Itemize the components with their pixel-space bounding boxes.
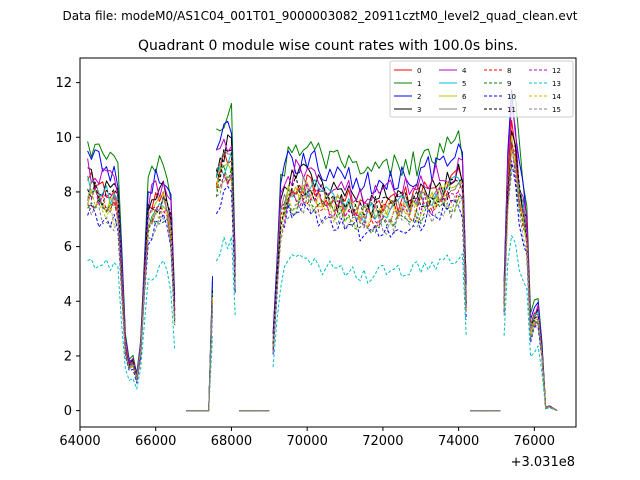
y-tick-label: 8 — [64, 185, 72, 200]
figure-suptitle: Data file: modeM0/AS1C04_001T01_90000030… — [62, 9, 577, 23]
legend-label-11: 11 — [507, 106, 516, 114]
series-line-11 — [87, 145, 558, 412]
legend-label-2: 2 — [417, 93, 421, 101]
legend-label-9: 9 — [507, 80, 511, 88]
x-tick-label: 64000 — [59, 434, 100, 449]
x-tick-label: 66000 — [135, 434, 176, 449]
y-tick-label: 6 — [64, 240, 72, 255]
legend-label-5: 5 — [462, 80, 466, 88]
x-axis-offset-label: +3.031e8 — [511, 455, 575, 470]
y-tick-label: 2 — [64, 349, 72, 364]
series-line-4 — [87, 105, 558, 412]
legend-label-14: 14 — [552, 93, 561, 101]
x-tick-label: 74000 — [438, 434, 479, 449]
legend-label-0: 0 — [417, 67, 421, 75]
legend-label-1: 1 — [417, 80, 421, 88]
series-lines — [87, 89, 558, 412]
x-tick-label: 70000 — [286, 434, 327, 449]
legend-label-12: 12 — [552, 67, 561, 75]
series-line-1 — [87, 93, 558, 412]
series-line-2 — [87, 89, 558, 412]
chart-title: Quadrant 0 module wise count rates with … — [138, 38, 518, 54]
y-tick-label: 12 — [55, 76, 72, 91]
legend-label-7: 7 — [462, 106, 466, 114]
legend-label-13: 13 — [552, 80, 561, 88]
plot-frame — [79, 57, 577, 428]
x-tick-label: 76000 — [514, 434, 555, 449]
legend-label-8: 8 — [507, 67, 511, 75]
series-line-13 — [87, 235, 558, 412]
x-tick-label: 72000 — [362, 434, 403, 449]
series-line-5 — [87, 145, 558, 412]
legend-box — [389, 60, 574, 118]
legend-label-6: 6 — [462, 93, 467, 101]
legend-label-4: 4 — [462, 67, 467, 75]
y-tick-label: 4 — [64, 295, 72, 310]
y-tick-label: 10 — [55, 131, 72, 146]
legend-label-3: 3 — [417, 106, 421, 114]
legend-label-10: 10 — [507, 93, 516, 101]
plot-area: 64000 66000 68000 70000 72000 74000 76000 0 2 4 6 8… — [55, 57, 577, 449]
x-tick-label: 68000 — [211, 434, 252, 449]
y-tick-label: 0 — [64, 404, 72, 419]
series-line-15 — [87, 165, 558, 412]
legend-label-15: 15 — [552, 106, 561, 114]
series-line-9 — [87, 163, 558, 412]
